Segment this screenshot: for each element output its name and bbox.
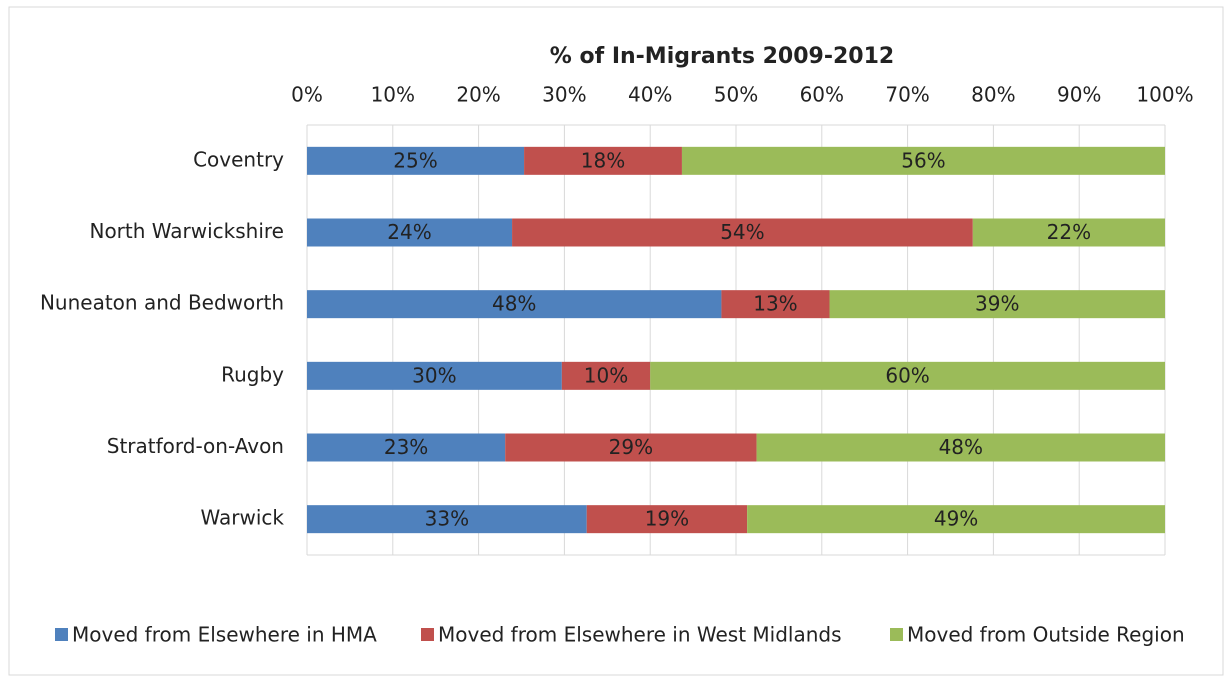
y-tick-label: Rugby xyxy=(221,362,284,386)
x-tick-label: 70% xyxy=(885,83,929,107)
y-tick-label: Coventry xyxy=(193,147,284,171)
data-label: 56% xyxy=(901,148,945,172)
bar-segment xyxy=(307,290,722,319)
bar-segment xyxy=(650,361,1165,390)
chart-title: % of In-Migrants 2009-2012 xyxy=(550,44,894,69)
legend-label: Moved from Elsewhere in HMA xyxy=(72,623,377,647)
bar-segment xyxy=(721,290,830,319)
x-tick-label: 90% xyxy=(1057,83,1101,107)
bar-segment xyxy=(524,146,682,175)
bar-segment xyxy=(747,505,1165,534)
data-label: 48% xyxy=(492,292,536,316)
legend-label: Moved from Elsewhere in West Midlands xyxy=(438,623,842,647)
bar-segment xyxy=(512,218,973,247)
data-label: 19% xyxy=(645,507,689,531)
bar-segment xyxy=(307,218,513,247)
chart-frame xyxy=(8,6,1224,676)
legend-label: Moved from Outside Region xyxy=(907,623,1185,647)
y-tick-label: Stratford-on-Avon xyxy=(107,434,284,458)
bar-segment xyxy=(681,146,1165,175)
bar-segment xyxy=(829,290,1165,319)
data-label: 22% xyxy=(1047,220,1091,244)
data-label: 33% xyxy=(425,507,469,531)
legend-swatch xyxy=(55,628,68,641)
data-label: 39% xyxy=(975,292,1019,316)
data-label: 49% xyxy=(934,507,978,531)
legend-swatch xyxy=(890,628,903,641)
data-label: 25% xyxy=(393,148,437,172)
legend-swatch xyxy=(421,628,434,641)
bar-segment xyxy=(307,433,506,462)
x-tick-label: 10% xyxy=(371,83,415,107)
bar-segment xyxy=(756,433,1165,462)
y-tick-label: Nuneaton and Bedworth xyxy=(40,291,284,315)
bar-segment xyxy=(307,505,587,534)
bar-segment xyxy=(972,218,1165,247)
x-tick-label: 0% xyxy=(291,83,323,107)
data-label: 29% xyxy=(609,435,653,459)
x-tick-label: 40% xyxy=(628,83,672,107)
data-label: 10% xyxy=(584,363,628,387)
data-label: 24% xyxy=(387,220,431,244)
y-tick-label: North Warwickshire xyxy=(89,219,284,243)
data-label: 18% xyxy=(581,148,625,172)
x-tick-label: 20% xyxy=(456,83,500,107)
bar-segment xyxy=(307,361,562,390)
data-label: 48% xyxy=(939,435,983,459)
bar-segment xyxy=(505,433,757,462)
x-tick-label: 30% xyxy=(542,83,586,107)
data-label: 23% xyxy=(384,435,428,459)
data-label: 30% xyxy=(412,363,456,387)
x-tick-label: 50% xyxy=(714,83,758,107)
bar-segment xyxy=(561,361,651,390)
y-tick-label: Warwick xyxy=(201,506,285,530)
data-label: 13% xyxy=(753,292,797,316)
data-label: 60% xyxy=(885,363,929,387)
x-tick-label: 100% xyxy=(1136,83,1193,107)
bar-segment xyxy=(586,505,748,534)
bar-segment xyxy=(307,146,525,175)
x-tick-label: 80% xyxy=(971,83,1015,107)
data-label: 54% xyxy=(720,220,764,244)
x-tick-label: 60% xyxy=(800,83,844,107)
